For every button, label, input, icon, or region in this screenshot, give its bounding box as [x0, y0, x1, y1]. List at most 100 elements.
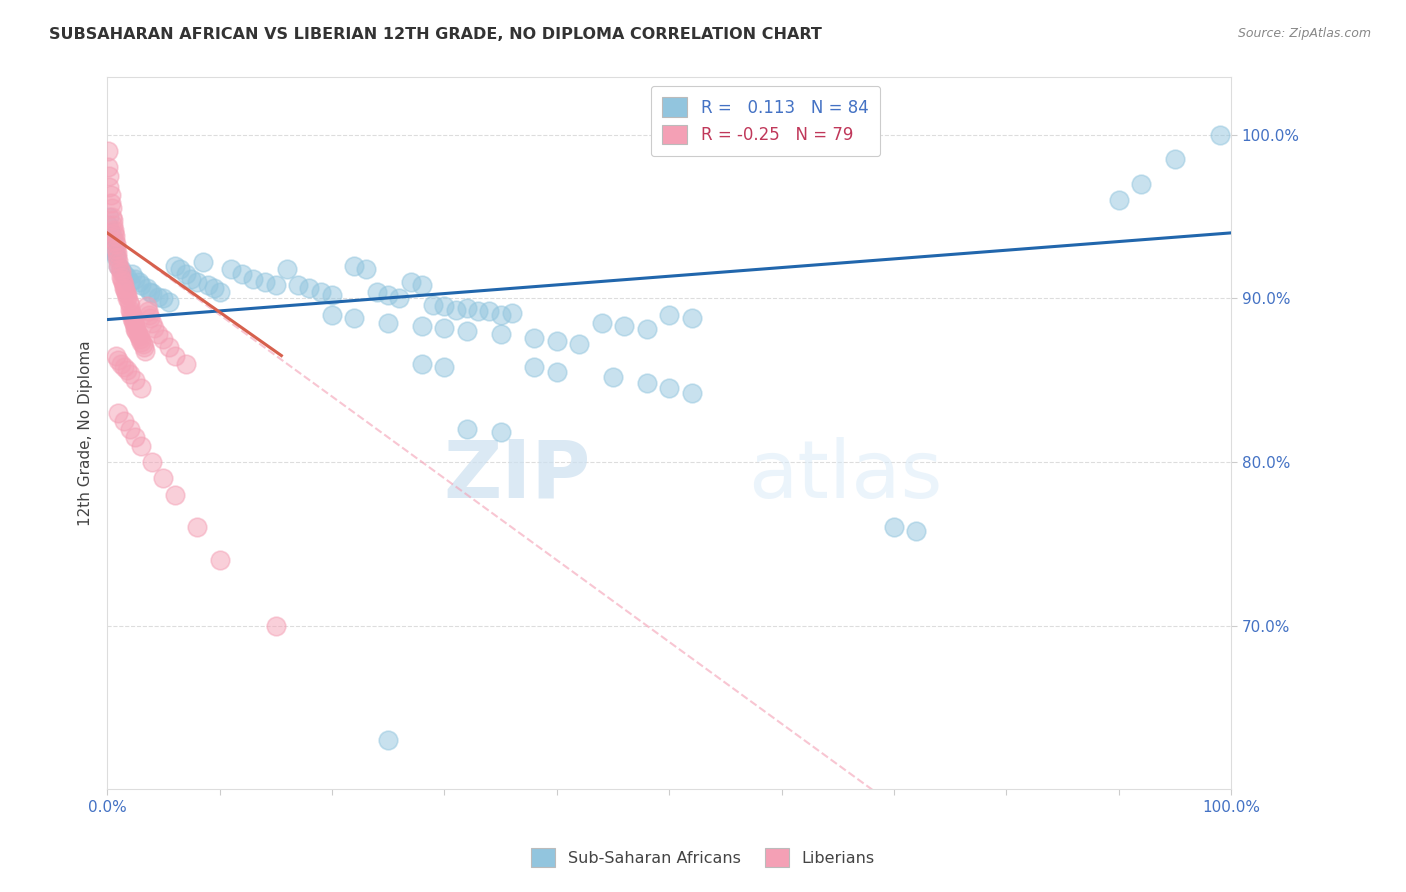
Point: [157, 340, 180, 354]
Point: [124, 319, 146, 334]
Text: atlas: atlas: [748, 437, 942, 515]
Point: [101, 212, 124, 227]
Point: [276, 261, 298, 276]
Y-axis label: 12th Grade, No Diploma: 12th Grade, No Diploma: [79, 341, 93, 526]
Point: [411, 278, 433, 293]
Point: [146, 290, 169, 304]
Point: [180, 271, 202, 285]
Point: [163, 259, 186, 273]
Point: [117, 363, 139, 377]
Point: [444, 302, 467, 317]
Point: [478, 304, 501, 318]
Point: [174, 267, 197, 281]
Point: [467, 304, 489, 318]
Point: [117, 294, 139, 309]
Point: [112, 267, 135, 281]
Point: [264, 278, 287, 293]
Point: [489, 425, 512, 440]
Point: [108, 261, 131, 276]
Point: [523, 359, 546, 374]
Point: [97, 218, 120, 232]
Point: [124, 322, 146, 336]
Point: [546, 365, 568, 379]
Point: [152, 291, 174, 305]
Point: [127, 327, 149, 342]
Point: [122, 316, 145, 330]
Point: [101, 218, 124, 232]
Point: [105, 245, 128, 260]
Point: [138, 308, 160, 322]
Point: [253, 275, 276, 289]
Point: [110, 265, 132, 279]
Point: [141, 286, 163, 301]
Point: [134, 343, 156, 358]
Point: [546, 334, 568, 348]
Point: [501, 306, 523, 320]
Point: [883, 520, 905, 534]
Point: [100, 196, 122, 211]
Point: [98, 180, 121, 194]
Point: [103, 226, 125, 240]
Point: [905, 524, 928, 538]
Point: [163, 349, 186, 363]
Point: [105, 242, 128, 256]
Legend: Sub-Saharan Africans, Liberians: Sub-Saharan Africans, Liberians: [524, 842, 882, 873]
Point: [208, 285, 231, 299]
Point: [636, 322, 658, 336]
Point: [104, 234, 127, 248]
Point: [489, 308, 512, 322]
Point: [186, 520, 208, 534]
Point: [1164, 153, 1187, 167]
Point: [287, 278, 309, 293]
Point: [433, 300, 456, 314]
Point: [111, 275, 134, 289]
Point: [122, 314, 145, 328]
Point: [132, 337, 155, 351]
Point: [377, 288, 399, 302]
Legend: R =   0.113   N = 84, R = -0.25   N = 79: R = 0.113 N = 84, R = -0.25 N = 79: [651, 86, 880, 156]
Point: [97, 161, 120, 175]
Point: [128, 329, 150, 343]
Point: [298, 281, 321, 295]
Point: [114, 283, 136, 297]
Point: [231, 267, 253, 281]
Point: [456, 324, 478, 338]
Point: [1130, 177, 1153, 191]
Point: [105, 251, 128, 265]
Point: [613, 319, 636, 334]
Point: [125, 324, 148, 338]
Point: [591, 316, 613, 330]
Point: [343, 310, 366, 325]
Point: [128, 275, 150, 289]
Point: [107, 353, 129, 368]
Point: [98, 210, 121, 224]
Point: [104, 245, 127, 260]
Point: [186, 275, 208, 289]
Point: [134, 340, 156, 354]
Point: [602, 369, 624, 384]
Point: [456, 422, 478, 436]
Point: [136, 304, 159, 318]
Point: [110, 261, 132, 276]
Point: [103, 222, 125, 236]
Point: [124, 373, 146, 387]
Point: [191, 255, 214, 269]
Point: [141, 316, 163, 330]
Point: [523, 330, 546, 344]
Point: [117, 288, 139, 302]
Point: [110, 270, 132, 285]
Point: [115, 286, 138, 301]
Point: [105, 349, 128, 363]
Point: [124, 430, 146, 444]
Point: [98, 169, 121, 183]
Text: ZIP: ZIP: [443, 437, 591, 515]
Point: [343, 259, 366, 273]
Point: [321, 288, 343, 302]
Point: [242, 271, 264, 285]
Point: [118, 367, 141, 381]
Point: [112, 414, 135, 428]
Point: [202, 281, 225, 295]
Point: [100, 210, 122, 224]
Point: [117, 270, 139, 285]
Point: [197, 278, 219, 293]
